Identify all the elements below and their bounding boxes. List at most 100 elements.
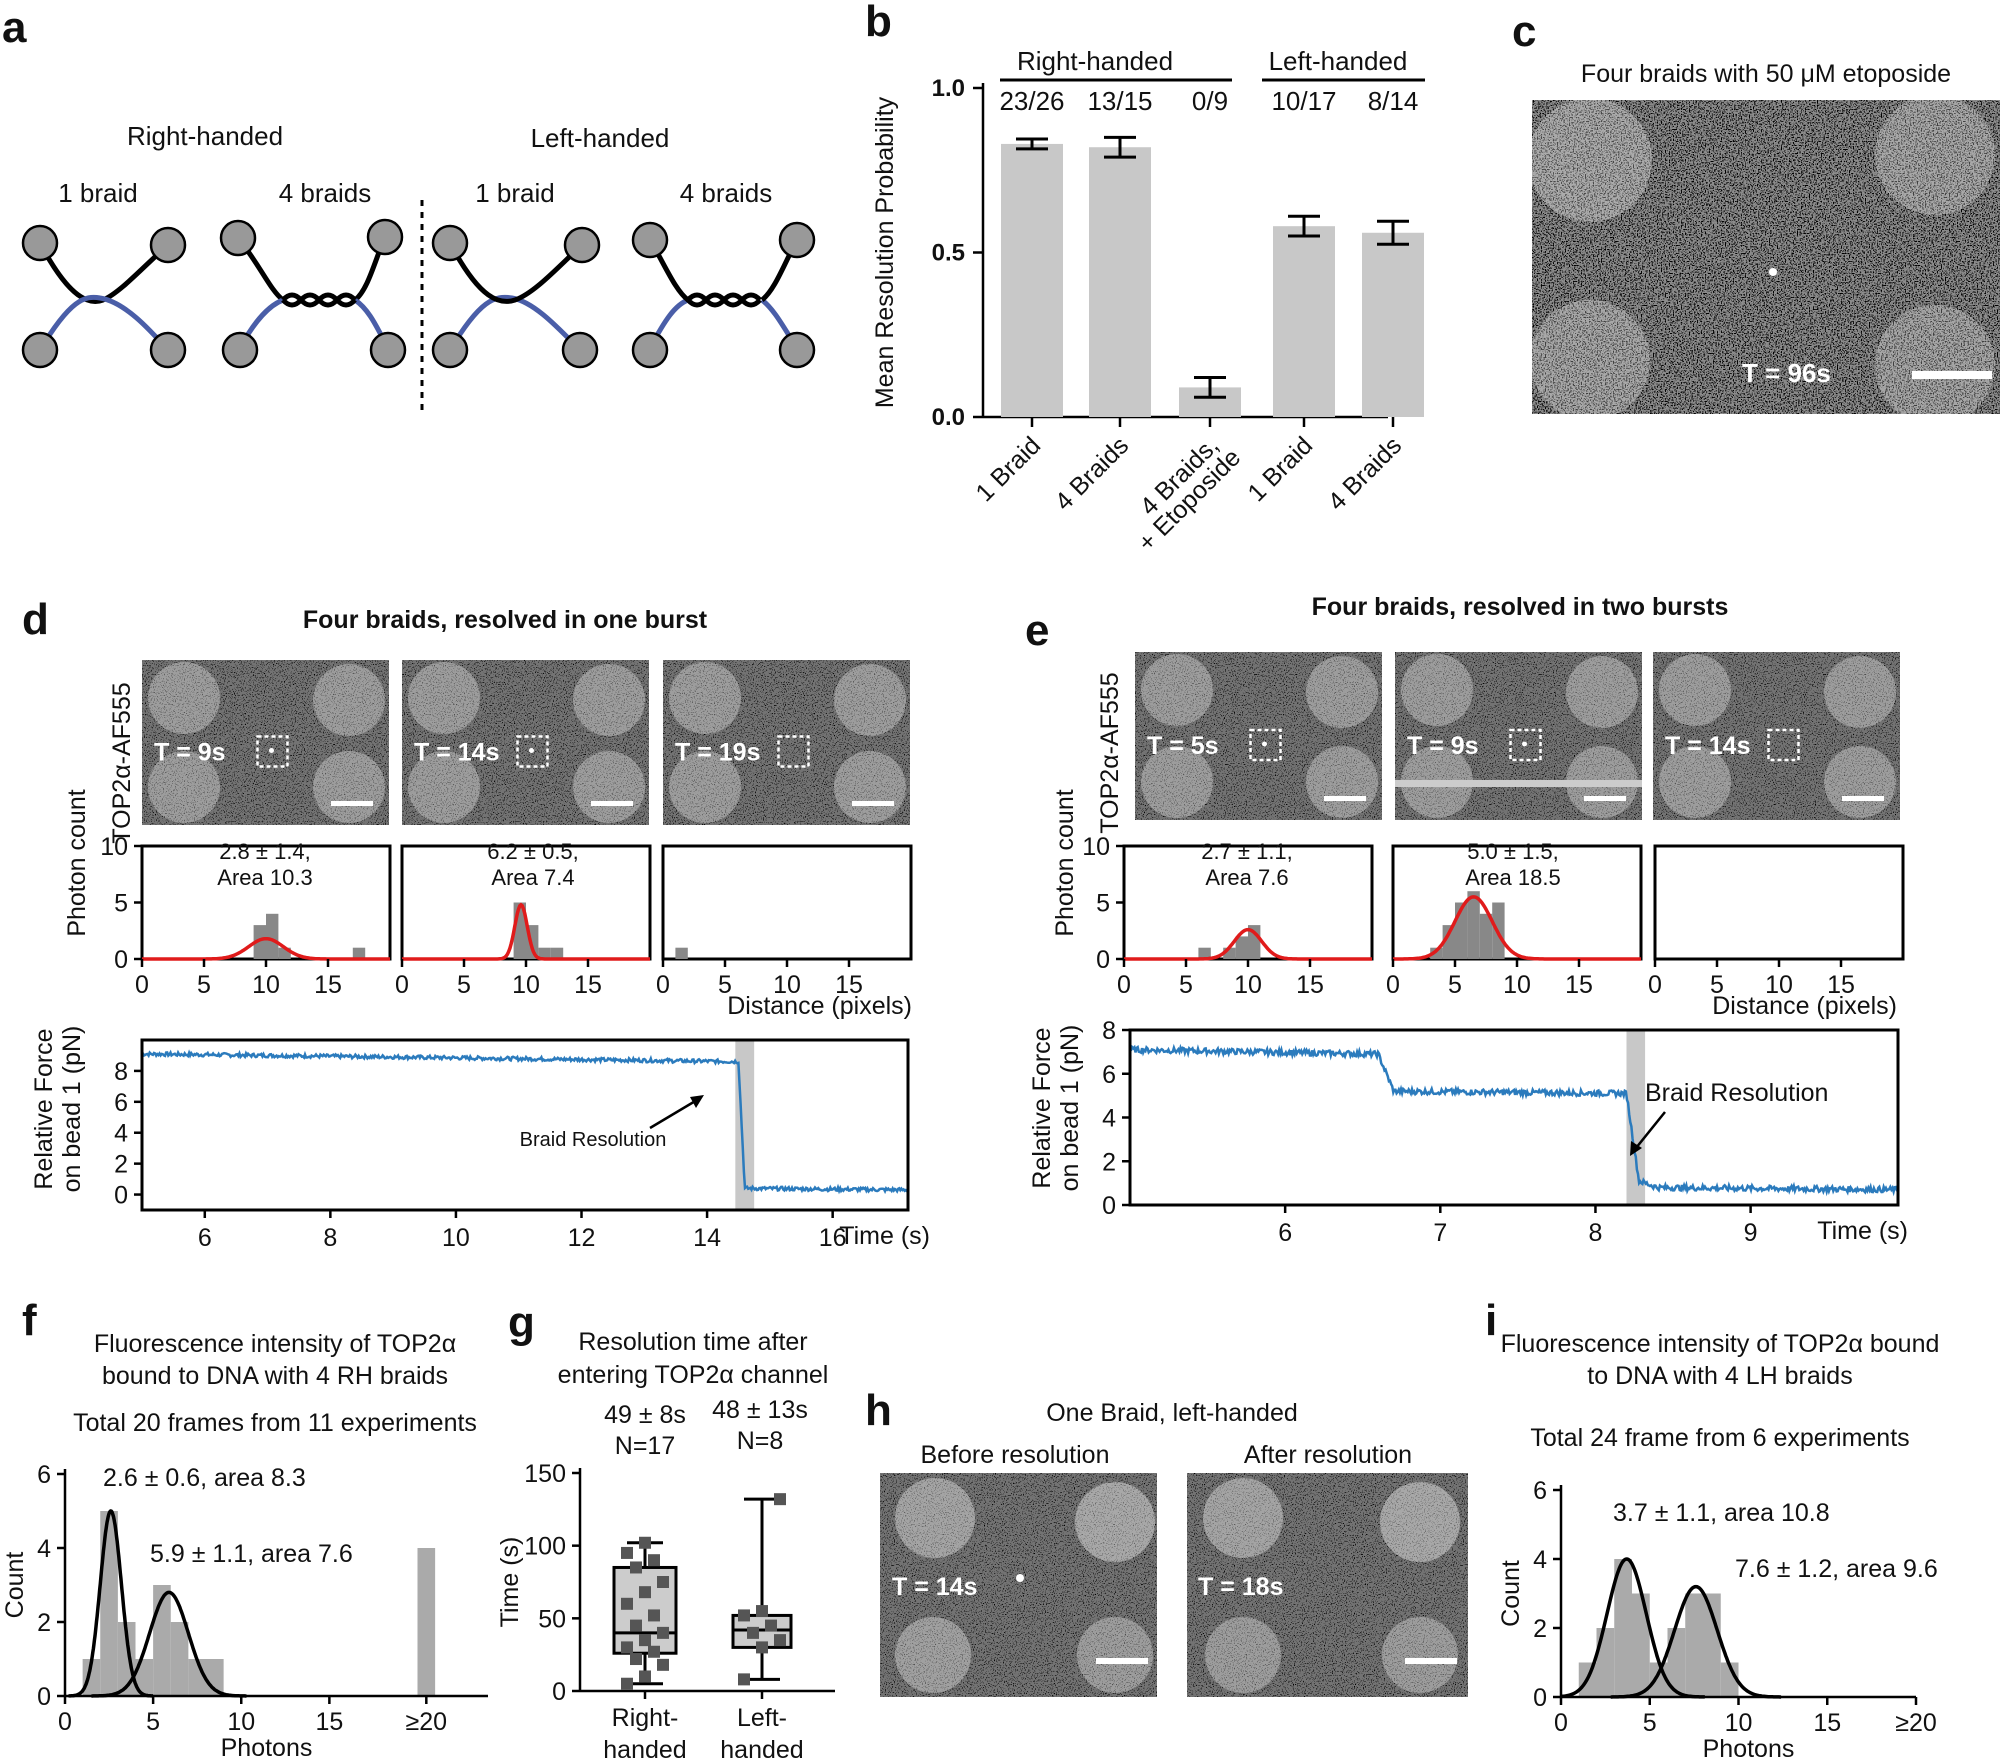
panel-d-fit2-line2: Area 7.4 xyxy=(491,865,574,890)
category-label: 4 Braids xyxy=(1323,431,1408,516)
frame-timestamp: T = 14s xyxy=(414,739,499,767)
strand-black xyxy=(447,241,584,304)
panel-d-hist-ylabel: Photon count xyxy=(63,789,91,936)
bead-fluorescence xyxy=(1306,746,1378,818)
data-point xyxy=(756,1605,768,1618)
y-tick-label: 0 xyxy=(114,1182,128,1210)
panel-i-fit2-label: 7.6 ± 1.2, area 9.6 xyxy=(1735,1555,1938,1583)
x-tick-label: 7 xyxy=(1433,1219,1447,1247)
fluorescent-spot xyxy=(1522,741,1527,747)
bead-fluorescence xyxy=(408,751,480,823)
x-tick-label: 0 xyxy=(1648,971,1662,999)
data-point xyxy=(648,1554,660,1567)
panel-g-boxplot: Resolution time after entering TOP2α cha… xyxy=(496,1328,835,1763)
x-tick-label: 0 xyxy=(656,971,670,999)
x-tick-label: 8 xyxy=(1589,1219,1603,1247)
bar xyxy=(1001,143,1063,417)
right-handed-title: Right-handed xyxy=(127,121,283,151)
braid-twist-b xyxy=(281,292,357,308)
y-tick-label: 2 xyxy=(1533,1615,1547,1643)
panel-d: Four braids, resolved in one burst TOP2α… xyxy=(30,606,930,1252)
panel-e-fit2-line1: 5.0 ± 1.5, xyxy=(1467,839,1559,864)
gaussian-fit xyxy=(68,1509,154,1698)
x-tick-label: 6 xyxy=(198,1224,212,1252)
x-tick-label: 6 xyxy=(1278,1219,1292,1247)
y-tick-label: 10 xyxy=(1082,833,1110,861)
y-tick-label: 4 xyxy=(114,1120,128,1148)
force-plot-frame xyxy=(140,1038,910,1212)
fluorescent-spot xyxy=(1262,741,1267,747)
panel-f-title-line1: Fluorescence intensity of TOP2α xyxy=(94,1330,456,1358)
x-tick-label: 10 xyxy=(1725,1709,1753,1737)
force-trace-line xyxy=(141,1049,909,1195)
bead xyxy=(431,331,469,369)
histogram-bar xyxy=(278,947,291,959)
bead-fluorescence xyxy=(1205,1617,1281,1693)
data-point xyxy=(774,1493,786,1506)
x-tick-label: 12 xyxy=(568,1224,596,1252)
data-point xyxy=(639,1586,651,1599)
bead-fluorescence xyxy=(834,751,906,823)
frame-timestamp: T = 5s xyxy=(1147,732,1219,760)
histogram-bar xyxy=(170,1622,189,1696)
after-resolution-label: After resolution xyxy=(1244,1441,1412,1469)
data-point xyxy=(630,1561,642,1574)
panel-g-title-line1: Resolution time after xyxy=(578,1328,807,1356)
panel-label-i: i xyxy=(1485,1296,1497,1345)
fluorescent-spot xyxy=(269,748,274,753)
scale-bar xyxy=(1324,796,1366,801)
data-point xyxy=(648,1645,660,1658)
x-tick-label: 5 xyxy=(1710,971,1724,999)
group-label: Left-handed xyxy=(1269,46,1408,76)
x-axis-label: Photons xyxy=(221,1734,313,1762)
panel-f-fit2-label: 5.9 ± 1.1, area 7.6 xyxy=(150,1540,353,1568)
data-point xyxy=(738,1673,750,1686)
x-tick-label: 9 xyxy=(1744,1219,1758,1247)
microscopy-frame: T = 9s xyxy=(142,660,389,825)
rh-xlabel-line2: handed xyxy=(603,1736,686,1763)
data-point xyxy=(639,1634,651,1647)
data-point xyxy=(747,1626,759,1639)
bead xyxy=(631,221,669,259)
strand-blue xyxy=(447,294,582,352)
histogram-bar xyxy=(1667,1628,1686,1697)
bead-fluorescence xyxy=(1401,654,1473,726)
resolution-highlight xyxy=(1626,1030,1646,1205)
panel-e-hist-ylabel: Photon count xyxy=(1051,789,1079,936)
panel-i-fit1-label: 3.7 ± 1.1, area 10.8 xyxy=(1613,1499,1830,1527)
bead-fluorescence xyxy=(834,664,906,736)
group-label: Right-handed xyxy=(1017,46,1173,76)
panel-f-subtitle: Total 20 frames from 11 experiments xyxy=(73,1409,477,1437)
strand-black xyxy=(37,241,170,304)
panel-b-resolution-probability-chart: 0.0 0.5 1.0 Mean Resolution Probability 23/2… xyxy=(871,46,1425,557)
bead-fluorescence xyxy=(1875,305,1995,425)
panel-h-t1: T = 14s xyxy=(892,1573,977,1601)
frame-noise xyxy=(1653,652,1900,820)
bead-fluorescence xyxy=(895,1478,975,1558)
x-tick-label: 5 xyxy=(457,971,471,999)
histogram-bar xyxy=(1685,1593,1703,1697)
x-tick-label: 0 xyxy=(1386,971,1400,999)
data-point xyxy=(630,1653,642,1666)
x-tick-label: 10 xyxy=(773,971,801,999)
histogram-bar xyxy=(1632,1593,1650,1697)
x-axis-label: Photons xyxy=(1703,1735,1795,1763)
annotation-arrow xyxy=(649,1098,698,1130)
count-label: 0/9 xyxy=(1192,86,1228,116)
x-tick-label: 0 xyxy=(58,1708,72,1736)
bead-fluorescence xyxy=(1824,746,1896,818)
frame-noise xyxy=(402,660,649,825)
bead-fluorescence xyxy=(408,662,480,734)
panel-label-a: a xyxy=(2,3,27,52)
data-point xyxy=(765,1619,777,1632)
microscopy-frame: T = 9s xyxy=(1395,652,1642,820)
histogram-bar xyxy=(1614,1559,1632,1697)
count-label: 23/26 xyxy=(999,86,1064,116)
panel-e-hist-xlabel: Distance (pixels) xyxy=(1712,992,1897,1020)
x-tick-label: 15 xyxy=(1565,971,1593,999)
panel-d-force-ylabel1: Relative Force xyxy=(30,1028,58,1189)
category-label: 1 Braid xyxy=(1242,431,1318,507)
data-point xyxy=(657,1626,669,1639)
histogram-bar xyxy=(538,947,551,959)
y-tick-label: 0 xyxy=(37,1683,51,1711)
